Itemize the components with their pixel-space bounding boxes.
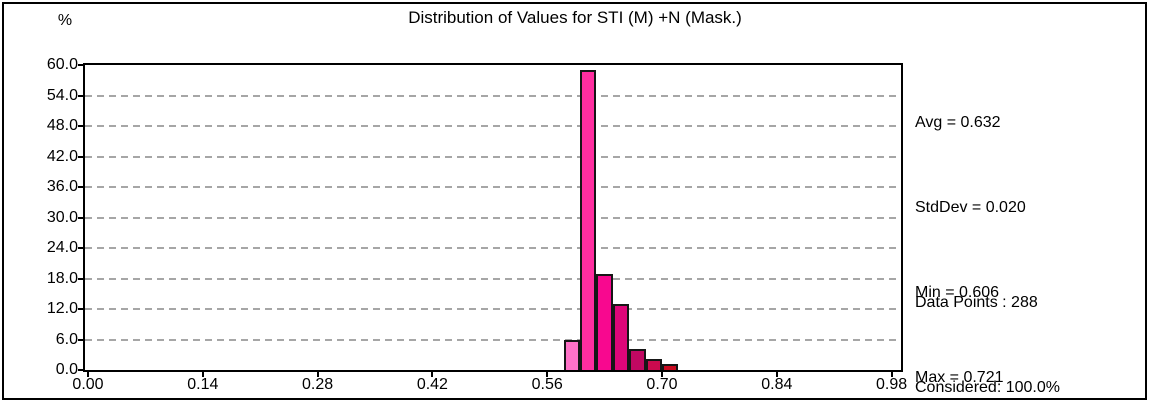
y-tick-label: 60.0 xyxy=(46,56,78,73)
y-tick-label: 24.0 xyxy=(46,239,78,256)
y-tick-label: 12.0 xyxy=(46,300,78,317)
x-tick-label: 0.42 xyxy=(416,376,448,393)
plot-area xyxy=(85,65,901,370)
gridline-24 xyxy=(85,247,901,249)
x-tick-mark xyxy=(316,372,319,377)
y-tick-mark xyxy=(78,125,83,127)
gridline-48 xyxy=(85,125,901,127)
y-tick-label: 36.0 xyxy=(46,178,78,195)
y-tick-mark xyxy=(78,155,83,158)
y-tick-label: 48.0 xyxy=(46,117,78,134)
stats-summary-block: Avg = 0.632 StdDev = 0.020 Min = 0.606 M… xyxy=(915,52,1145,403)
x-tick-label: 0.84 xyxy=(761,376,793,393)
y-tick-mark xyxy=(78,186,83,188)
y-tick-label: 0.0 xyxy=(55,361,78,378)
x-tick-mark xyxy=(890,372,893,377)
y-tick-mark xyxy=(78,64,83,66)
y-tick-label: 30.0 xyxy=(46,208,78,226)
y-tick-label: 54.0 xyxy=(46,86,78,104)
x-tick-label: 0.14 xyxy=(187,376,219,393)
gridline-36 xyxy=(85,186,901,188)
x-tick-mark xyxy=(775,372,778,377)
gridline-30 xyxy=(85,216,901,219)
y-tick-mark xyxy=(78,338,83,341)
stat-stddev: StdDev = 0.020 xyxy=(915,199,1026,217)
y-tick-mark xyxy=(78,277,83,280)
chart-title: Distribution of Values for STI (M) +N (M… xyxy=(408,8,742,27)
histogram-bar xyxy=(662,364,679,370)
x-tick-label: 0.98 xyxy=(876,376,908,393)
gridline-18 xyxy=(85,277,901,280)
stat-min: Min = 0.606 xyxy=(915,284,1000,302)
x-tick-label: 0.56 xyxy=(531,376,563,393)
y-tick-label: 18.0 xyxy=(46,269,78,287)
gridline-54 xyxy=(85,94,901,97)
x-tick-mark xyxy=(87,372,89,377)
x-tick-label: 0.00 xyxy=(72,376,104,393)
histogram-bar xyxy=(563,339,580,370)
histogram-bar xyxy=(612,304,630,370)
x-tick-mark xyxy=(546,372,549,377)
gridline-42 xyxy=(85,155,901,158)
x-tick-label: 0.28 xyxy=(302,376,334,393)
gridline-6 xyxy=(85,338,901,341)
stat-considered: Considered: 100.0% xyxy=(915,379,1060,397)
y-tick-label: 6.0 xyxy=(55,330,78,348)
y-axis-unit-label: % xyxy=(57,12,73,29)
x-tick-mark xyxy=(201,372,204,377)
x-tick-label: 0.70 xyxy=(646,376,678,393)
y-tick-mark xyxy=(78,94,83,97)
y-tick-mark xyxy=(78,308,83,310)
x-tick-mark xyxy=(431,372,434,377)
histogram-bar xyxy=(645,359,662,370)
y-tick-label: 42.0 xyxy=(46,147,78,165)
stats-details-block: Data Points : 288 Considered: 100.0% 0.0… xyxy=(915,232,1145,403)
stat-avg: Avg = 0.632 xyxy=(915,113,1001,131)
y-tick-mark xyxy=(78,369,83,371)
stat-data-points: Data Points : 288 xyxy=(915,293,1038,311)
histogram-bar xyxy=(596,274,613,370)
stat-max: Max = 0.721 xyxy=(915,369,1004,387)
y-tick-mark xyxy=(78,216,83,219)
histogram-bar xyxy=(580,69,597,370)
histogram-bar xyxy=(629,348,646,370)
gridline-12 xyxy=(85,308,901,310)
x-tick-mark xyxy=(661,372,663,377)
y-tick-mark xyxy=(78,247,83,249)
